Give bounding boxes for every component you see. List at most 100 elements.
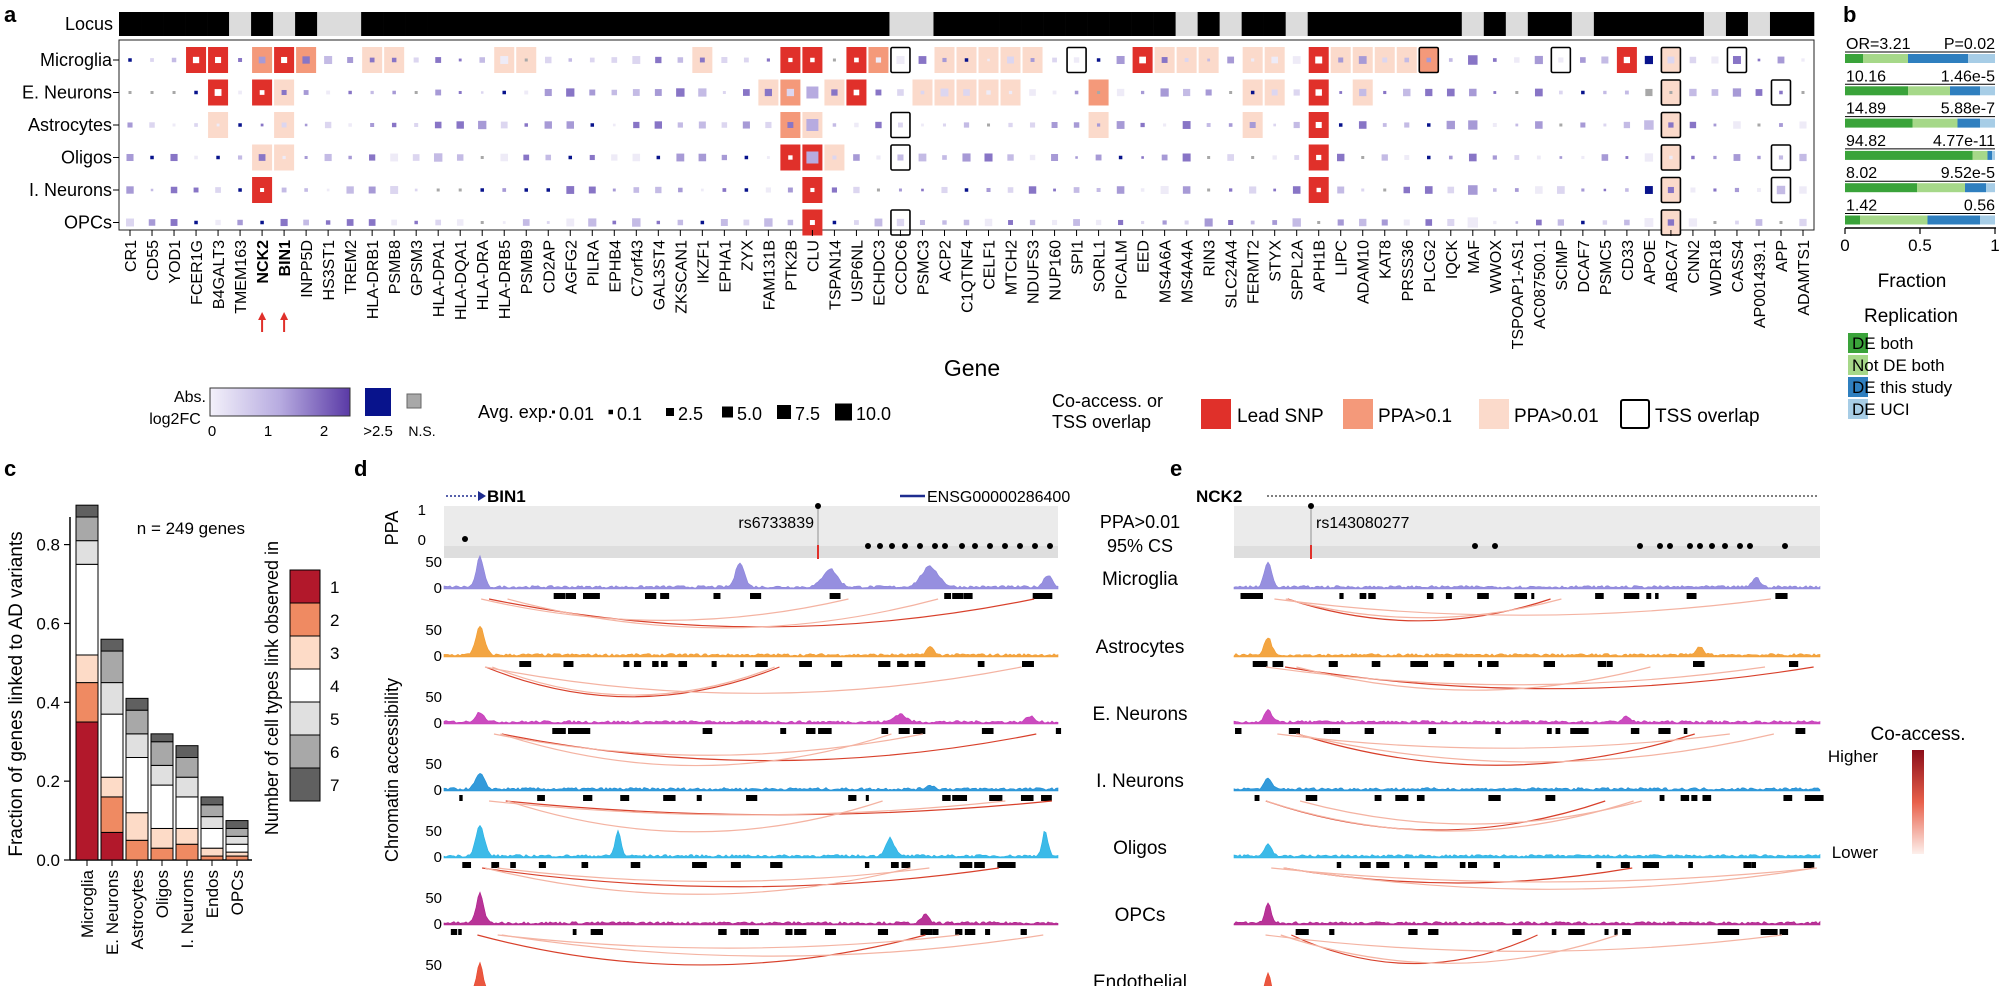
- peak-marker: [1240, 593, 1252, 599]
- expression-square: [765, 121, 772, 129]
- expression-square: [806, 86, 819, 99]
- gene-label: TREM2: [343, 240, 360, 294]
- expression-square: [1493, 188, 1497, 192]
- expression-square: [654, 89, 662, 96]
- locus-block: [1131, 12, 1154, 36]
- exp-size-swatch: [835, 403, 852, 421]
- expression-square: [1229, 188, 1233, 192]
- gene-label: TMEM163: [233, 240, 250, 314]
- expression-square: [986, 187, 991, 193]
- gene-label: HLA-DPA1: [431, 240, 448, 317]
- expression-square: [1051, 122, 1058, 128]
- c-legend-swatch: [289, 767, 321, 802]
- expression-square: [1448, 155, 1453, 160]
- ppa-dot: [932, 543, 938, 549]
- expression-square: [1446, 120, 1455, 130]
- expression-square: [1227, 154, 1235, 161]
- peak-marker: [1488, 795, 1497, 801]
- peak-marker: [568, 728, 580, 734]
- expression-square: [544, 121, 552, 129]
- expression-square: [1801, 91, 1805, 94]
- peak-marker: [1647, 862, 1659, 868]
- locus-block: [1725, 12, 1749, 36]
- b-pvalue-label: P=0.02: [1944, 36, 1995, 53]
- expression-square: [1029, 122, 1036, 128]
- peak-marker: [459, 795, 463, 801]
- expression-square: [764, 88, 772, 97]
- expression-square: [896, 55, 905, 65]
- expression-square: [1492, 155, 1497, 160]
- ppa-dot: [1782, 543, 1788, 549]
- expression-square: [390, 153, 399, 162]
- c-bar-segment: [75, 682, 99, 723]
- peak-marker: [1254, 795, 1260, 801]
- expression-square: [1073, 219, 1080, 226]
- gene-label: KAT8: [1378, 240, 1395, 279]
- expression-square: [1182, 153, 1191, 162]
- expression-square: [458, 188, 462, 192]
- peak-marker: [1578, 728, 1589, 734]
- expression-square: [1446, 88, 1455, 97]
- peak-marker: [998, 795, 1003, 801]
- expression-square: [1028, 186, 1037, 194]
- ppa-dot: [902, 543, 908, 549]
- expression-square: [281, 187, 287, 193]
- c-legend-swatch: [289, 635, 321, 670]
- peak-marker: [565, 593, 577, 599]
- peak-marker: [692, 862, 698, 868]
- expression-legend: Avg. exp. 0.01 0.1 2.5 5.0 7.5 10.0: [478, 402, 891, 424]
- expression-square: [963, 89, 970, 96]
- e-cs-band: [1234, 546, 1820, 558]
- expression-square: [326, 90, 331, 95]
- coaccess-arc: [1265, 800, 1634, 832]
- expression-square: [1052, 90, 1057, 95]
- expression-square: [963, 122, 970, 128]
- locus-block: [141, 12, 164, 36]
- peak-marker: [1045, 593, 1053, 599]
- expression-square: [676, 88, 685, 97]
- peak-marker: [537, 795, 545, 801]
- peak-marker: [799, 661, 812, 667]
- expression-square: [831, 187, 837, 193]
- expression-square: [942, 155, 947, 160]
- ppa-dot: [865, 543, 871, 549]
- peak-marker: [1397, 795, 1402, 801]
- gene-label: CNN2: [1686, 240, 1703, 284]
- b-segment: [1927, 215, 1980, 225]
- c-bar-segment: [125, 839, 149, 861]
- peak-marker: [491, 862, 500, 868]
- ppa-dot: [1667, 543, 1673, 549]
- exp-size-label: 0.01: [559, 404, 594, 424]
- c-stack-legend-title: Number of cell types link observed in: [262, 541, 282, 835]
- locus-block: [647, 12, 670, 36]
- expression-square: [1184, 220, 1189, 225]
- expression-square: [742, 121, 750, 129]
- expression-square: [1580, 122, 1586, 128]
- coaccess-title-1: Co-access. or: [1052, 391, 1163, 411]
- tss-overlap-box: [1660, 111, 1682, 139]
- peak-marker: [1055, 728, 1062, 734]
- lead-snp-swatch: [1201, 399, 1231, 429]
- c-y-tick-label: 0.8: [36, 536, 60, 555]
- row-label: Oligos: [61, 148, 112, 168]
- exp-title: Avg. exp.: [478, 402, 553, 422]
- track-ymin-label: 0: [434, 580, 442, 597]
- expression-square: [259, 90, 265, 95]
- locus-block: [405, 12, 428, 36]
- ppa-dot: [1657, 543, 1663, 549]
- expression-square: [1074, 90, 1079, 95]
- c-bar-segment: [175, 827, 199, 845]
- expression-square: [722, 188, 727, 192]
- expression-square: [1096, 188, 1101, 192]
- expression-square: [611, 89, 618, 96]
- ppa001-label: PPA>0.01: [1514, 406, 1599, 427]
- peak-marker: [572, 929, 577, 935]
- peak-marker: [1417, 661, 1429, 667]
- expression-square: [1515, 221, 1519, 224]
- expression-square: [1292, 186, 1301, 194]
- peak-marker: [702, 728, 713, 734]
- peak-marker: [1545, 795, 1556, 801]
- peak-marker: [981, 728, 994, 734]
- peak-marker: [1359, 593, 1367, 599]
- expression-square: [194, 123, 198, 127]
